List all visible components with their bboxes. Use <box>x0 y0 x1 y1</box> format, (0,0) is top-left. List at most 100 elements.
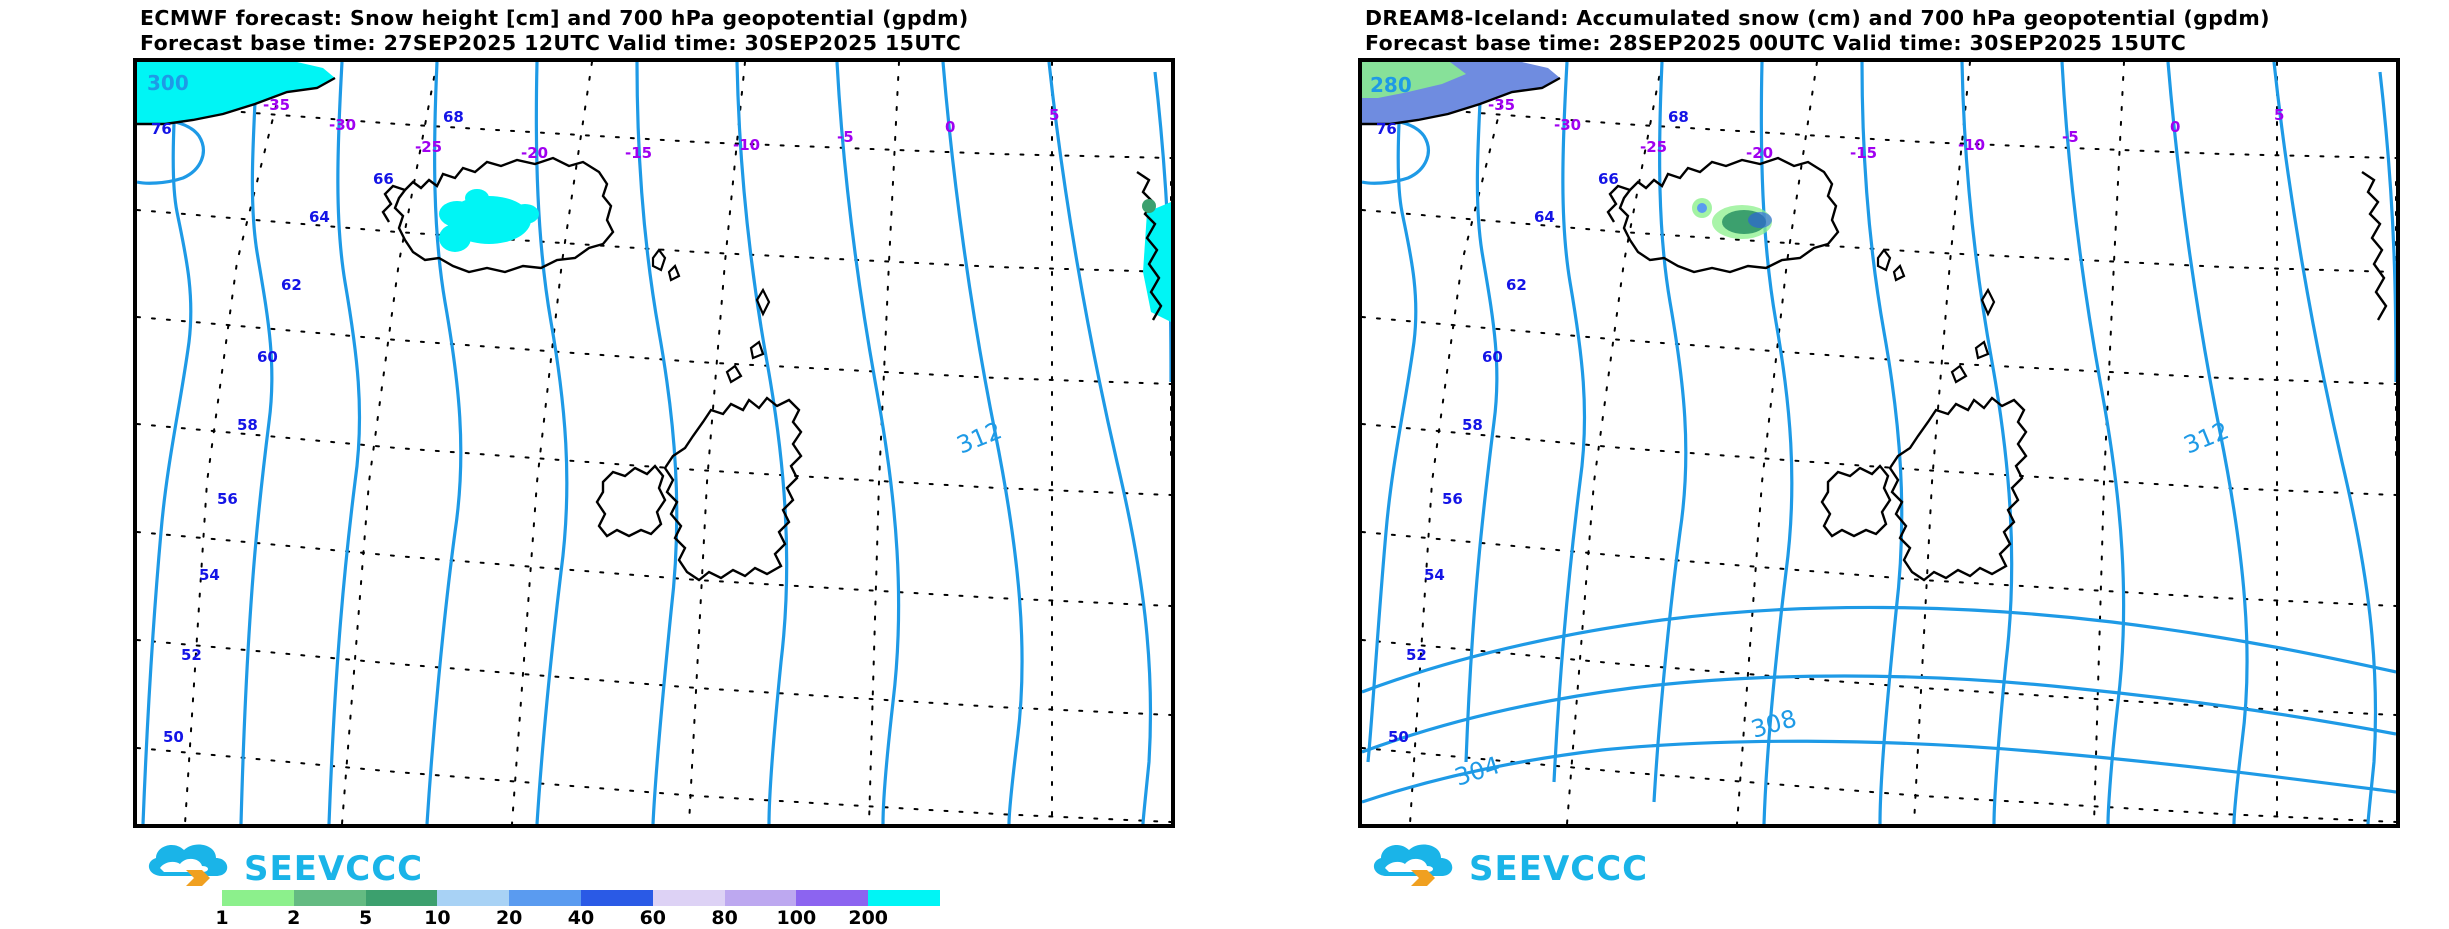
lon-label-m10: -10 <box>1958 136 1985 154</box>
panel-dream8-title-line2: Forecast base time: 28SEP2025 00UTC Vali… <box>1365 31 2187 55</box>
swatch-40 <box>580 890 653 906</box>
greenland-snow-region <box>137 62 336 126</box>
longitude-labels: -35 -30 -25 -20 -15 -10 -5 0 5 <box>1488 96 2284 162</box>
map-dream8[interactable]: 280 304 308 312 76 68 66 64 62 60 58 56 <box>1358 58 2400 828</box>
lon-label-5: 5 <box>2274 106 2284 124</box>
greenland-snow-region <box>1362 62 1561 126</box>
geopotential-contours <box>1362 62 2396 824</box>
swatch-80 <box>724 890 797 906</box>
tick-5: 5 <box>358 907 373 929</box>
tick-80: 80 <box>711 907 738 929</box>
lat-label-76: 76 <box>1376 120 1397 138</box>
swatch-200 <box>868 890 940 906</box>
swatch-60 <box>652 890 725 906</box>
faroe-islands-coastline <box>1876 248 1906 282</box>
colorbar-left-ticks: 1 2 5 10 20 40 60 80 100 200 <box>215 907 940 929</box>
lon-label-m25: -25 <box>1640 138 1667 156</box>
seevccc-logo-right: SEEVCCC <box>1365 838 1725 890</box>
graticule-longitudes <box>184 62 1171 824</box>
seevccc-logo-left: SEEVCCC <box>140 838 500 890</box>
snow-area-iceland <box>439 189 539 252</box>
geo-label-304: 304 <box>1451 751 1503 792</box>
lat-label-66: 66 <box>1598 170 1619 188</box>
logo-text: SEEVCCC <box>244 849 423 889</box>
graticule-longitudes <box>1409 62 2396 824</box>
britain-ireland-coastline <box>595 396 803 582</box>
lon-label-m25: -25 <box>415 138 442 156</box>
latitude-labels: 76 68 66 64 62 60 58 56 54 52 50 <box>1376 108 1689 746</box>
lat-label-64: 64 <box>1534 208 1555 226</box>
graticule-latitudes <box>1362 103 2396 823</box>
seevccc-logo-svg: SEEVCCC <box>148 844 423 889</box>
tick-200: 200 <box>848 907 889 929</box>
cloud-icon <box>148 844 228 876</box>
lat-label-52: 52 <box>181 646 202 664</box>
lat-label-62: 62 <box>1506 276 1527 294</box>
map-dream8-inner: 280 304 308 312 76 68 66 64 62 60 58 56 <box>1362 62 2396 824</box>
lon-label-m35: -35 <box>1488 96 1515 114</box>
lat-label-58: 58 <box>1462 416 1483 434</box>
geopotential-contour-labels: 280 304 308 312 <box>1370 73 2233 792</box>
iceland-coastline <box>381 156 615 274</box>
lat-label-56: 56 <box>217 490 238 508</box>
colorbar-left-swatches <box>222 890 940 906</box>
latitude-labels: 76 68 66 64 62 60 58 56 54 52 50 <box>151 108 464 746</box>
graticule-latitudes <box>137 103 1171 823</box>
panel-ecmwf-title-line2: Forecast base time: 27SEP2025 12UTC Vali… <box>140 31 962 55</box>
faroe-islands-coastline <box>651 248 681 282</box>
swatch-10 <box>437 890 510 906</box>
tick-40: 40 <box>567 907 595 929</box>
lat-label-68: 68 <box>1668 108 1689 126</box>
geo-label-300: 300 <box>147 71 189 95</box>
shetland-orkney-coastline <box>725 287 771 384</box>
panel-dream8-title-line1: DREAM8-Iceland: Accumulated snow (cm) an… <box>1365 6 2270 30</box>
lat-label-60: 60 <box>257 348 278 366</box>
tick-100: 100 <box>776 907 817 929</box>
panel-dream8-titles: DREAM8-Iceland: Accumulated snow (cm) an… <box>1365 6 2435 56</box>
lon-label-m30: -30 <box>1554 116 1581 134</box>
tick-20: 20 <box>495 907 523 929</box>
map-ecmwf-inner: 300 312 76 68 66 64 62 60 58 56 54 <box>137 62 1171 824</box>
lat-label-50: 50 <box>1388 728 1409 746</box>
lon-label-5: 5 <box>1049 106 1059 124</box>
map-ecmwf-svg: 300 312 76 68 66 64 62 60 58 56 54 <box>137 62 1171 824</box>
lon-label-0: 0 <box>945 118 955 136</box>
norway-region <box>1136 171 1171 322</box>
snow-area-iceland <box>1692 198 1772 239</box>
geo-label-280: 280 <box>1370 73 1412 97</box>
chevron-arrow-icon <box>1411 870 1435 886</box>
lon-label-m20: -20 <box>521 144 548 162</box>
longitude-labels: -35 -30 -25 -20 -15 -10 -5 0 5 <box>263 96 1059 162</box>
tick-2: 2 <box>287 907 301 929</box>
colorbar-left: 1 2 5 10 20 40 60 80 100 200 <box>215 890 940 929</box>
geo-label-308: 308 <box>1748 704 1800 744</box>
map-ecmwf[interactable]: 300 312 76 68 66 64 62 60 58 56 54 <box>133 58 1175 828</box>
panel-ecmwf-title-line1: ECMWF forecast: Snow height [cm] and 700… <box>140 6 969 30</box>
panel-ecmwf: ECMWF forecast: Snow height [cm] and 700… <box>0 0 1224 929</box>
swatch-20 <box>509 890 581 906</box>
lon-label-0: 0 <box>2170 118 2180 136</box>
swatch-2 <box>293 890 366 906</box>
logo-text: SEEVCCC <box>1469 849 1648 889</box>
swatch-100 <box>796 890 869 906</box>
map-dream8-svg: 280 304 308 312 76 68 66 64 62 60 58 56 <box>1362 62 2396 824</box>
tick-60: 60 <box>639 907 667 929</box>
swatch-1 <box>222 890 294 906</box>
lon-label-m5: -5 <box>2062 128 2079 146</box>
lat-label-68: 68 <box>443 108 464 126</box>
lon-label-m30: -30 <box>329 116 356 134</box>
tick-10: 10 <box>424 907 451 929</box>
lon-label-m35: -35 <box>263 96 290 114</box>
lat-label-58: 58 <box>237 416 258 434</box>
lat-label-54: 54 <box>199 566 220 584</box>
geopotential-contour-labels: 300 312 <box>147 71 1006 460</box>
swatch-5 <box>365 890 438 906</box>
geopotential-contours <box>137 62 1171 824</box>
lon-label-m15: -15 <box>625 144 652 162</box>
cloud-icon <box>1373 844 1453 876</box>
shetland-orkney-coastline <box>1950 287 1996 384</box>
lat-label-52: 52 <box>1406 646 1427 664</box>
norway-region <box>2361 171 2388 321</box>
chevron-arrow-icon <box>186 870 210 886</box>
